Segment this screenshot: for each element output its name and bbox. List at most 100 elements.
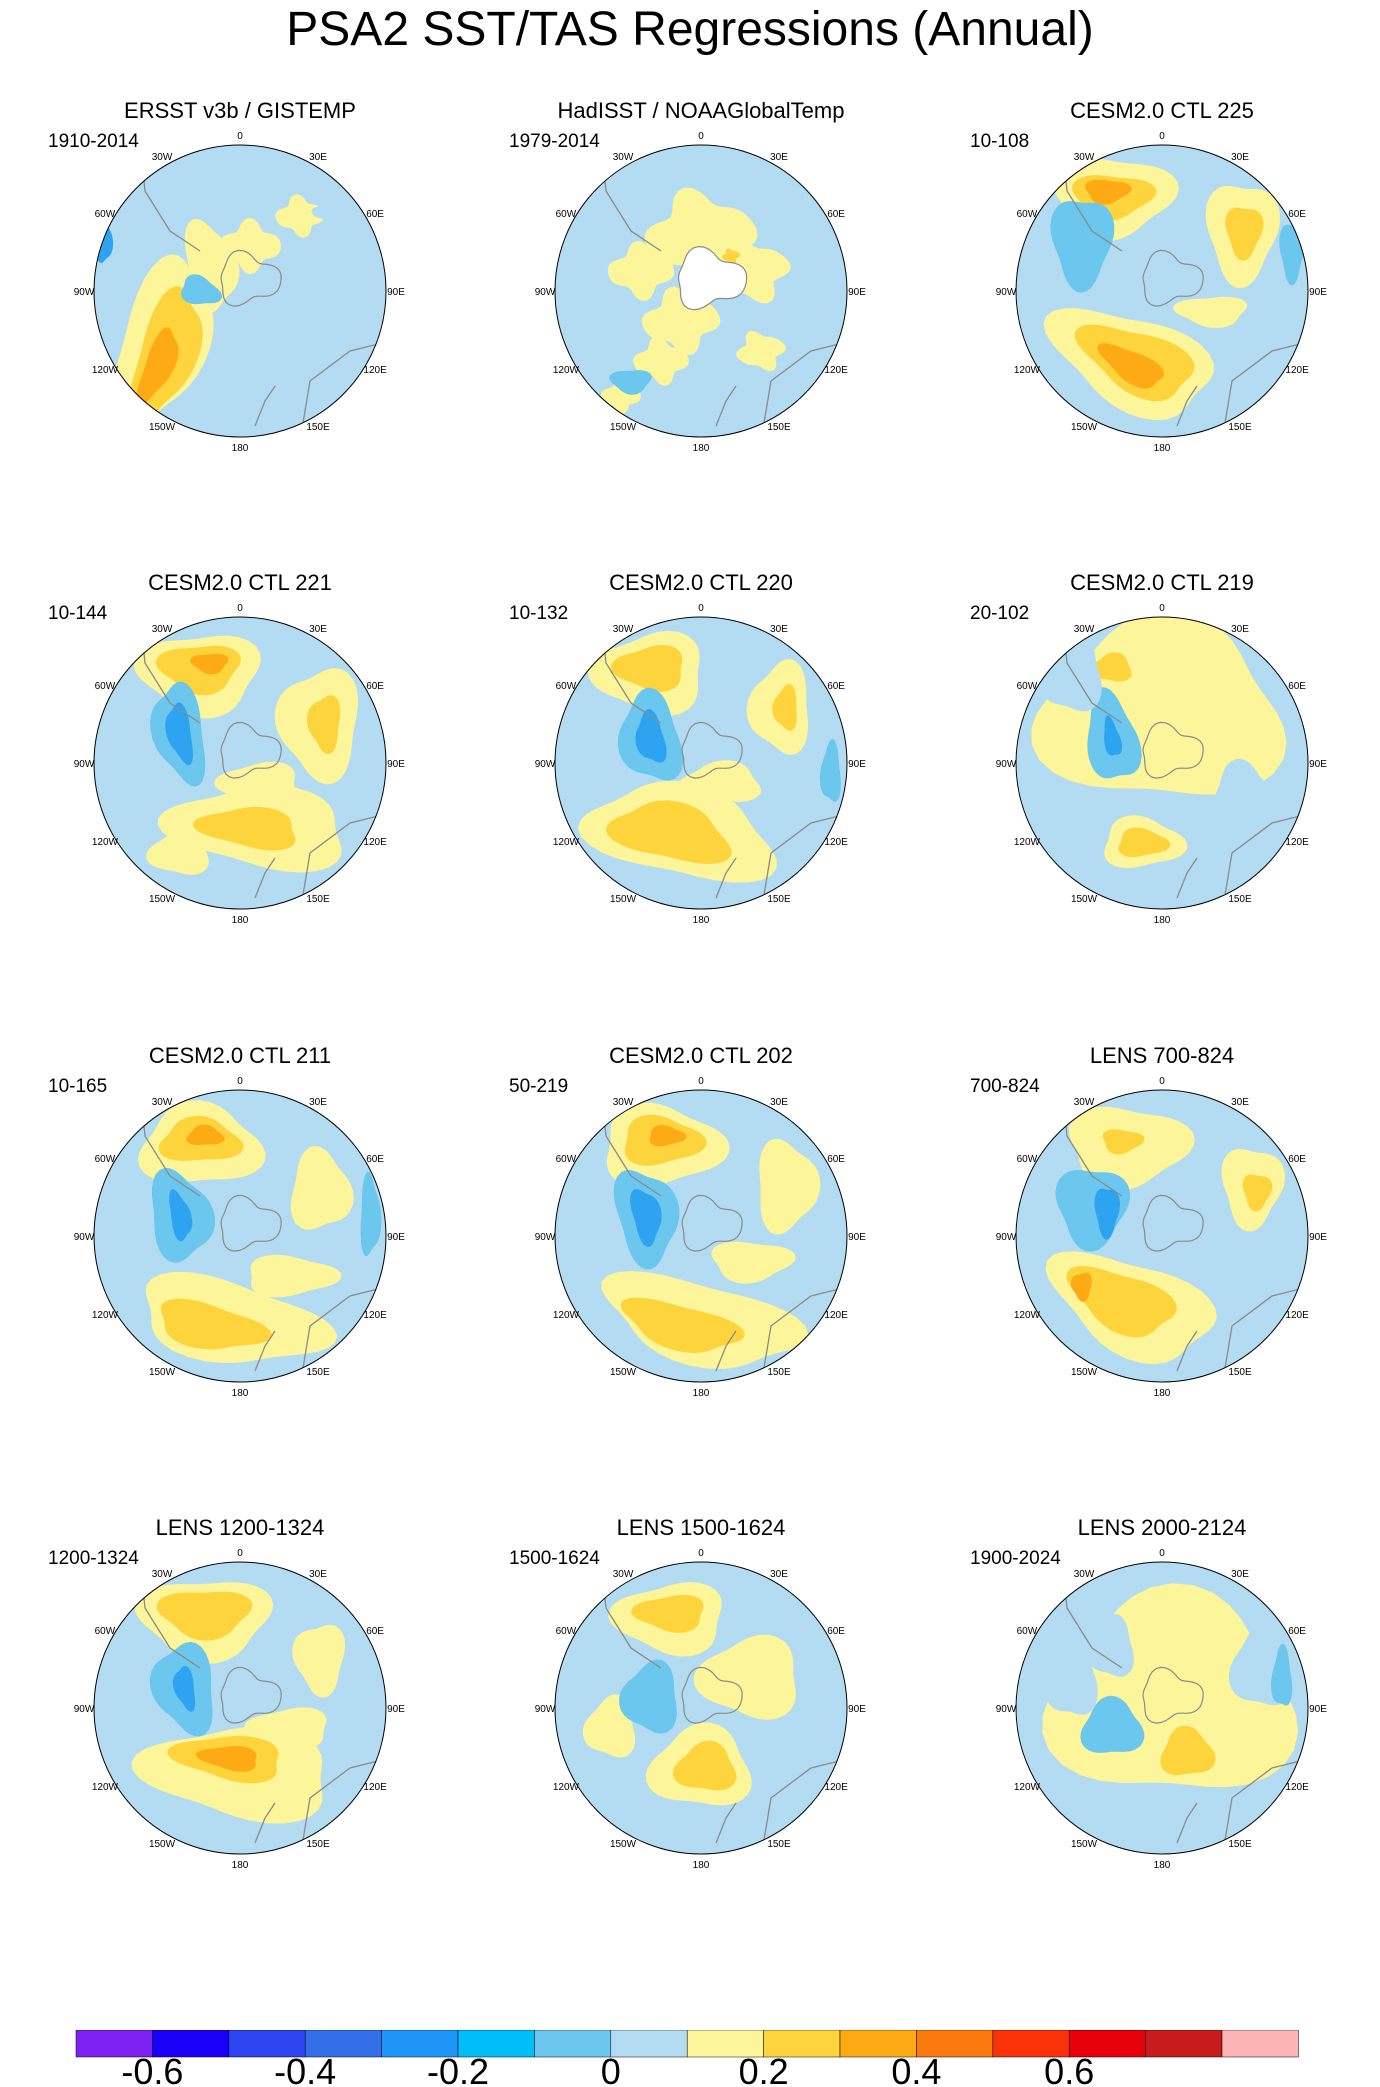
longitude-label: 180 [1154, 1388, 1171, 1399]
longitude-label: 150E [767, 1839, 791, 1850]
anomaly-contour [306, 695, 341, 755]
longitude-label: 120W [92, 837, 119, 848]
anomaly-contour [292, 1624, 346, 1698]
anomaly-contour [620, 1297, 745, 1353]
polar-map: 0 30E 60E 90E 120E 150E 180 150W 120W 90W 60W 30W [74, 131, 406, 454]
colorbar-label: 0.4 [891, 2051, 941, 2087]
anomaly-contour [630, 1189, 662, 1247]
longitude-label: 90E [1309, 1704, 1327, 1715]
australia-coastline [1221, 812, 1308, 909]
longitude-label: 0 [1159, 1548, 1165, 1559]
anomaly-contour [190, 653, 229, 675]
map-border [93, 616, 387, 910]
panel-years: 1500-1624 [509, 1548, 600, 1569]
anomaly-contour [736, 330, 786, 372]
colorbar-swatch [763, 2030, 841, 2058]
map-border [93, 144, 387, 438]
longitude-label: 90W [535, 759, 556, 770]
longitude-label: 60W [556, 209, 577, 220]
anomaly-contour [772, 684, 797, 731]
longitude-label: 30E [309, 152, 327, 163]
longitude-label: 30W [1074, 152, 1095, 163]
new-zealand-coastline [715, 857, 737, 899]
longitude-label: 120E [824, 837, 848, 848]
australia-coastline [299, 1285, 386, 1382]
panel-years: 50-219 [509, 1076, 569, 1097]
colorbar-label: 0.6 [1044, 2051, 1094, 2087]
new-zealand-coastline [715, 1330, 737, 1372]
longitude-label: 30W [152, 624, 173, 635]
longitude-label: 30E [1231, 152, 1249, 163]
anomaly-contour [172, 1665, 196, 1712]
longitude-label: 60E [1288, 209, 1306, 220]
panel-title: LENS 2000-2124 [1077, 1515, 1247, 1540]
map-panel-ctl221: CESM2.0 CTL 221 10-144 0 30E 60E 90E 120E 150E 1… [10, 570, 470, 1040]
longitude-label: 90W [74, 759, 95, 770]
panel-years: 10-165 [48, 1076, 108, 1097]
longitude-label: 150E [767, 422, 791, 433]
anomaly-contour [250, 1254, 342, 1298]
anomaly-contour [619, 1659, 677, 1734]
longitude-label: 60E [827, 209, 845, 220]
polar-map: 0 30E 60E 90E 120E 150E 180 150W 120W 90W 60W 30W [74, 1076, 406, 1399]
longitude-label: 120E [1285, 837, 1309, 848]
australia-coastline [1221, 1757, 1308, 1854]
longitude-label: 30E [1231, 624, 1249, 635]
main-title: PSA2 SST/TAS Regressions (Annual) [286, 3, 1094, 56]
longitude-label: 30E [309, 1569, 327, 1580]
longitude-label: 60E [366, 681, 384, 692]
africa-coastline [329, 1562, 356, 1594]
longitude-label: 90E [1309, 759, 1327, 770]
longitude-label: 150E [1228, 894, 1252, 905]
longitude-label: 0 [237, 131, 243, 142]
panel-title: HadISST / NOAAGlobalTemp [557, 98, 845, 123]
antarctica-landmass [1142, 1194, 1204, 1252]
anomaly-contour [1044, 1632, 1098, 1715]
longitude-label: 0 [1159, 603, 1165, 614]
longitude-label: 30W [152, 152, 173, 163]
longitude-label: 150W [610, 422, 637, 433]
longitude-label: 60W [1017, 681, 1038, 692]
longitude-label: 120E [824, 1782, 848, 1793]
anomaly-contour [649, 1125, 687, 1147]
longitude-label: 60W [95, 681, 116, 692]
anomaly-contour [1271, 1643, 1293, 1706]
longitude-label: 120W [92, 1310, 119, 1321]
africa-coastline [329, 145, 356, 177]
longitude-label: 30E [770, 1097, 788, 1108]
longitude-label: 30E [1231, 1097, 1249, 1108]
map-panel-ctl219: CESM2.0 CTL 219 20-102 0 30E 60E 90E 120E 150E 1… [932, 570, 1380, 1040]
panel-title: CESM2.0 CTL 219 [1070, 570, 1254, 595]
longitude-label: 60E [366, 209, 384, 220]
longitude-label: 30W [1074, 1569, 1095, 1580]
longitude-label: 90E [848, 287, 866, 298]
longitude-label: 90E [387, 759, 405, 770]
longitude-label: 30W [613, 1097, 634, 1108]
longitude-label: 150W [1071, 894, 1098, 905]
panel-title: LENS 700-824 [1089, 1043, 1235, 1068]
longitude-label: 0 [237, 1076, 243, 1087]
longitude-label: 30E [770, 624, 788, 635]
longitude-label: 180 [1154, 1860, 1171, 1871]
polar-map: 0 30E 60E 90E 120E 150E 180 150W 120W 90W 60W 30W [74, 1548, 406, 1871]
polar-map: 0 30E 60E 90E 120E 150E 180 150W 120W 90W 60W 30W [996, 1548, 1328, 1871]
longitude-label: 30E [1231, 1569, 1249, 1580]
longitude-label: 30W [613, 624, 634, 635]
new-zealand-coastline [715, 385, 737, 427]
map-panel-lens1200: LENS 1200-1324 1200-1324 0 30E 60E 90E 120E 150… [10, 1515, 470, 1985]
longitude-label: 150E [306, 1839, 330, 1850]
longitude-label: 0 [698, 603, 704, 614]
panel-title: LENS 1200-1324 [155, 1515, 325, 1540]
map-border [93, 1561, 387, 1855]
antarctica-landmass [678, 245, 748, 311]
anomaly-contour [610, 644, 683, 692]
longitude-label: 120W [1014, 365, 1041, 376]
longitude-label: 120E [1285, 1310, 1309, 1321]
longitude-label: 150W [1071, 1367, 1098, 1378]
anomaly-contour [193, 806, 296, 851]
australia-coastline [760, 1285, 847, 1382]
longitude-label: 90W [535, 1704, 556, 1715]
australia-coastline [299, 812, 386, 909]
anomaly-contour [1038, 627, 1102, 712]
antarctica-landmass [681, 1194, 743, 1252]
